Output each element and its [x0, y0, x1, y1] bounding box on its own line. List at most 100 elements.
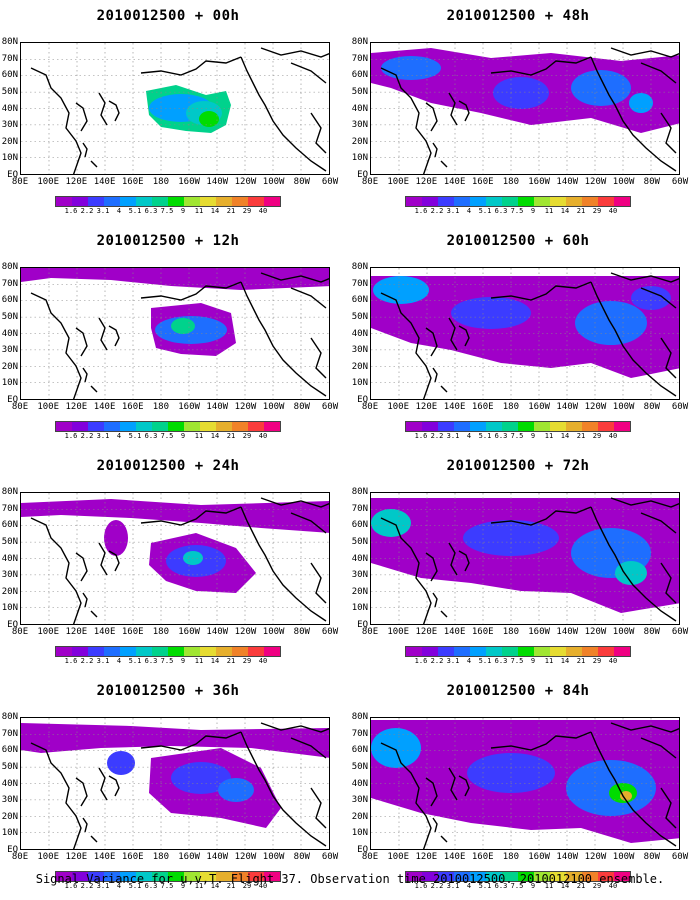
longitude-label: 140W [556, 177, 579, 187]
coastline [458, 325, 470, 347]
colorbar-level-label: 9 [180, 657, 186, 665]
longitude-label: 100E [387, 402, 410, 412]
coastline [30, 742, 82, 849]
latitude-label: 10N [351, 378, 368, 389]
latitude-label: 40N [351, 778, 368, 789]
coastline [490, 731, 592, 751]
latitude-label: EQ [357, 170, 368, 180]
map-svg [371, 718, 679, 849]
coastline [240, 731, 327, 847]
latitude-label: 30N [1, 570, 18, 581]
colorbar-swatch [502, 197, 518, 206]
colorbar-swatch [470, 872, 486, 881]
variance-contour-fill [183, 551, 203, 565]
latitude-label: EQ [7, 620, 18, 630]
coastline [75, 552, 88, 582]
colorbar-level-label: 2.2 [430, 657, 444, 665]
latitude-label: EQ [7, 170, 18, 180]
longitude-label: 120W [584, 177, 607, 187]
colorbar-level-label: 5.1 [478, 882, 492, 890]
colorbar-level-label: 21 [226, 882, 236, 890]
latitude-label: 50N [351, 86, 368, 97]
latitude-label: 20N [1, 586, 18, 597]
colorbar-level-label: 5.1 [478, 432, 492, 440]
colorbar-swatch [406, 197, 422, 206]
colorbar-level-label: 40 [258, 882, 268, 890]
colorbar-level-label: 3.1 [96, 432, 110, 440]
colorbar-level-label: 3.1 [96, 882, 110, 890]
colorbar-swatch [406, 422, 422, 431]
colorbar-level-label: 2.2 [430, 882, 444, 890]
longitude-label: 100E [37, 627, 60, 637]
latitude-label: 60N [1, 745, 18, 756]
latitude-label: 60N [1, 295, 18, 306]
forecast-panel: 2010012500 + 00h 80N 70N 60N 50N 40N 30N 20N 10N… [0, 0, 338, 225]
colorbar-level-label: 5.1 [128, 207, 142, 215]
longitude-label: 100W [262, 402, 285, 412]
colorbar-swatch [454, 647, 470, 656]
colorbar-swatch [152, 647, 168, 656]
coastline [310, 787, 327, 829]
coastline [490, 506, 592, 526]
longitude-label: 120W [584, 402, 607, 412]
colorbar-swatch [120, 647, 136, 656]
colorbar-swatch [88, 422, 104, 431]
coastline [240, 506, 327, 622]
longitude-label: 120W [234, 627, 257, 637]
longitude-label: 180 [152, 627, 170, 637]
coastline [425, 102, 438, 132]
coastline [82, 817, 88, 833]
variance-contour-fill [371, 276, 679, 378]
latitude-label: 50N [1, 311, 18, 322]
coastline [30, 292, 82, 399]
coastline [82, 367, 88, 383]
variance-contour-fill [571, 70, 631, 106]
longitude-label: 160W [528, 627, 550, 637]
colorbar-swatch [184, 422, 200, 431]
colorbar-level-label: 14 [210, 207, 220, 215]
coastline [30, 517, 82, 624]
colorbar-level-label: 11 [544, 882, 554, 890]
longitude-label: 140W [206, 177, 229, 187]
longitude-label: 120E [415, 852, 438, 862]
figure-caption: Signal Variance for u,v,T. Flight 37. Ob… [35, 872, 665, 886]
colorbar-swatch [152, 422, 168, 431]
latitude-label: 80N [1, 487, 18, 497]
longitude-label: 120W [234, 852, 257, 862]
coastline [290, 62, 327, 84]
coastline [108, 775, 120, 797]
colorbar-swatch [216, 422, 232, 431]
colorbar-level-label: 1.6 [64, 432, 78, 440]
coastline [458, 775, 470, 797]
colorbar-swatch [550, 197, 566, 206]
coastline [610, 47, 679, 58]
longitude-label: 80E [11, 402, 29, 412]
coastline [108, 550, 120, 572]
colorbar-level-label: 4 [116, 207, 122, 215]
colorbar-level-label: 4 [466, 657, 472, 665]
coastline [260, 272, 329, 283]
longitude-label: 100W [262, 852, 285, 862]
latitude-label: 10N [351, 603, 368, 614]
latitude-label: 40N [351, 328, 368, 339]
coastline [310, 112, 327, 154]
latitude-label: 30N [351, 795, 368, 806]
colorbar-swatch [614, 197, 630, 206]
variance-contour-fill [107, 751, 135, 775]
longitude-label: 160E [471, 177, 494, 187]
coastline [380, 742, 432, 849]
latitude-label: 80N [351, 712, 368, 722]
colorbar-swatch [566, 872, 582, 881]
latitude-label: 60N [351, 70, 368, 81]
map-plot [20, 492, 330, 625]
coastline [610, 722, 679, 733]
coastline [98, 767, 108, 801]
colorbar-swatch [534, 422, 550, 431]
colorbar-swatch [248, 872, 264, 881]
coastline [310, 562, 327, 604]
coastline [432, 367, 438, 383]
colorbar-level-label: 14 [560, 882, 570, 890]
colorbar-swatch [486, 647, 502, 656]
colorbar-swatch [248, 197, 264, 206]
latitude-label: 50N [1, 536, 18, 547]
